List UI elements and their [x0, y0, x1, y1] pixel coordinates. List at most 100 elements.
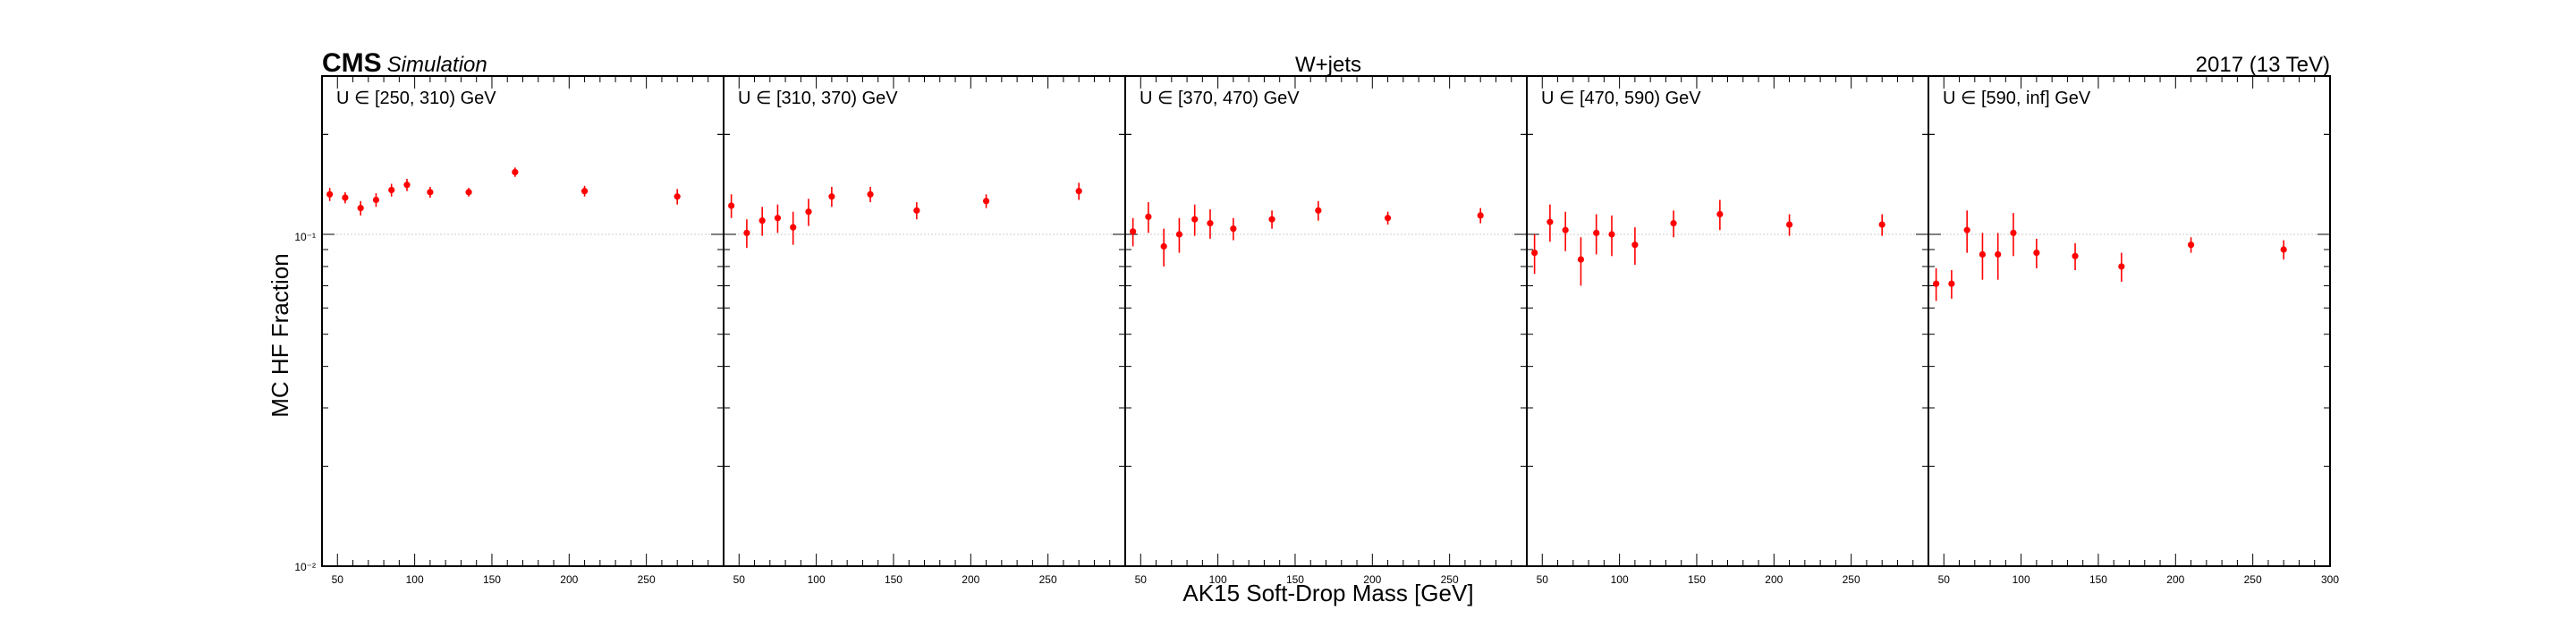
data-point	[2118, 252, 2125, 282]
marker	[342, 194, 349, 201]
data-point	[674, 189, 681, 205]
x-tick-label: 50	[1938, 573, 1951, 586]
data-point	[1562, 211, 1569, 251]
marker	[326, 191, 334, 198]
x-tick-label: 150	[2089, 573, 2107, 586]
x-tick-label: 200	[962, 573, 979, 586]
marker	[2072, 252, 2079, 259]
data-point	[512, 167, 519, 177]
data-point	[403, 178, 411, 191]
data-point	[743, 219, 750, 249]
data-point	[1631, 227, 1639, 265]
marker	[427, 189, 434, 196]
data-point	[1716, 199, 1724, 231]
marker	[674, 193, 681, 200]
marker	[1230, 225, 1237, 233]
marker	[982, 198, 990, 205]
marker	[1477, 212, 1484, 219]
marker	[1948, 280, 1955, 287]
x-tick-label: 150	[1688, 573, 1706, 586]
x-tick-label: 200	[1363, 573, 1381, 586]
x-tick-label: 100	[1611, 573, 1629, 586]
marker	[1995, 250, 2002, 258]
marker	[774, 215, 782, 222]
x-tick-label: 250	[2244, 573, 2262, 586]
marker	[1631, 242, 1639, 249]
marker	[1546, 218, 1554, 225]
x-tick-label: 50	[332, 573, 344, 586]
data-point	[1145, 202, 1152, 233]
x-tick-label: 50	[1135, 573, 1148, 586]
marker	[1785, 221, 1793, 228]
pad-5: U ∈ [590, inf] GeV	[1928, 75, 2331, 567]
x-tick-label: 100	[1209, 573, 1227, 586]
data-point	[1315, 200, 1322, 221]
data-point	[2010, 213, 2017, 257]
marker	[580, 188, 589, 195]
data-point	[1995, 233, 2002, 280]
x-tick-label: 150	[885, 573, 902, 586]
marker	[1175, 231, 1183, 238]
data-point	[2033, 238, 2040, 268]
data-point	[465, 188, 472, 197]
data-point	[1577, 237, 1585, 286]
data-point	[372, 193, 380, 208]
data-point	[982, 194, 990, 208]
marker	[357, 205, 364, 212]
marker	[512, 168, 519, 176]
x-tick-label: 200	[2166, 573, 2184, 586]
marker	[1531, 250, 1538, 257]
marker	[1130, 228, 1137, 235]
data-point	[1075, 182, 1082, 200]
x-tick-label: 50	[733, 573, 746, 586]
y-tick-label-0.01: 10⁻²	[294, 561, 316, 573]
x-tick-label: 250	[1441, 573, 1459, 586]
marker	[1577, 256, 1585, 263]
marker	[1963, 226, 1970, 233]
data-point	[1933, 267, 1940, 301]
pad-label: U ∈ [250, 310) GeV	[336, 89, 496, 108]
data-point	[1191, 204, 1199, 236]
marker	[1933, 280, 1940, 287]
x-tick-label: 250	[1843, 573, 1860, 586]
experiment-label: CMS	[322, 48, 382, 78]
data-point	[580, 185, 589, 197]
pad-label: U ∈ [370, 470) GeV	[1140, 89, 1300, 108]
data-point	[1593, 214, 1600, 255]
data-point	[1608, 215, 1615, 257]
data-point	[1477, 208, 1484, 224]
x-tick-label: 250	[638, 573, 656, 586]
marker	[2010, 229, 2017, 237]
y-axis-title: MC HF Fraction	[267, 253, 293, 417]
marker	[743, 229, 750, 237]
marker	[1593, 229, 1600, 237]
x-axis-title: AK15 Soft-Drop Mass [GeV]	[1182, 580, 1473, 606]
marker	[758, 217, 766, 225]
marker	[465, 189, 472, 196]
pads: 50 100 150 200 250 U ∈ [250, 310) GeV 50 100 150…	[321, 75, 2331, 586]
marker	[388, 186, 395, 194]
data-point	[1230, 217, 1237, 241]
marker	[1207, 220, 1214, 227]
data-point	[1384, 211, 1392, 225]
data-point	[1878, 214, 1885, 236]
marker	[2118, 263, 2125, 270]
pad-frame	[1124, 75, 1528, 567]
data-point	[357, 200, 364, 216]
data-point	[1268, 210, 1275, 229]
y-tick-label-0.1: 10⁻¹	[294, 231, 316, 243]
data-point	[774, 204, 782, 233]
data-point	[2280, 240, 2287, 260]
pad-frame	[321, 75, 724, 567]
marker	[1384, 215, 1392, 222]
marker	[2187, 242, 2195, 249]
pad-2: 50 100 150 200 250 U ∈ [310, 370) GeV	[723, 75, 1126, 586]
data-point	[758, 207, 766, 236]
marker	[728, 202, 735, 209]
pad-frame	[1928, 75, 2331, 567]
data-point	[1670, 210, 1677, 238]
marker	[1608, 231, 1615, 238]
data-point	[1963, 210, 1970, 253]
data-point	[1979, 233, 1987, 280]
